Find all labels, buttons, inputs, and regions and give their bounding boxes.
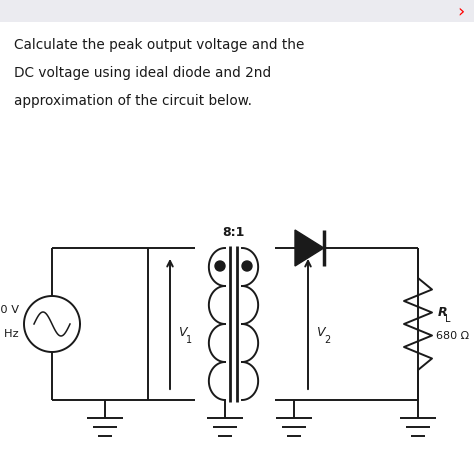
Text: 2: 2 xyxy=(324,335,330,345)
Text: ›: › xyxy=(458,3,465,21)
Text: Calculate the peak output voltage and the: Calculate the peak output voltage and th… xyxy=(14,38,304,52)
Text: 60 Hz: 60 Hz xyxy=(0,329,19,339)
Text: V: V xyxy=(178,326,186,338)
Text: 8:1: 8:1 xyxy=(222,226,245,238)
Text: 680 Ω: 680 Ω xyxy=(436,331,469,341)
Polygon shape xyxy=(295,230,324,266)
Text: V: V xyxy=(316,326,325,338)
Text: 1: 1 xyxy=(186,335,192,345)
FancyBboxPatch shape xyxy=(0,0,474,22)
Text: R: R xyxy=(438,306,447,319)
Text: 120 V: 120 V xyxy=(0,305,19,315)
Circle shape xyxy=(215,261,225,271)
Text: DC voltage using ideal diode and 2nd: DC voltage using ideal diode and 2nd xyxy=(14,66,271,80)
Circle shape xyxy=(242,261,252,271)
Text: approximation of the circuit below.: approximation of the circuit below. xyxy=(14,94,252,108)
Text: L: L xyxy=(445,314,450,324)
